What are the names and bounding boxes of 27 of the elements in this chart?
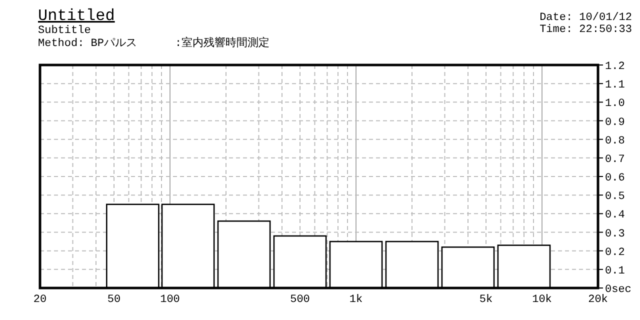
- x-tick-label: 5k: [479, 294, 494, 306]
- y-tick-label: 1.1: [605, 80, 626, 92]
- x-tick-label: 20: [33, 294, 47, 306]
- y-tick-label: 0.8: [605, 135, 625, 148]
- text: Method: BPパルス: [38, 37, 138, 50]
- text: :室内残響時間測定: [175, 36, 270, 50]
- y-tick-label: 1.0: [605, 98, 625, 110]
- text: Time: 22:50:33: [540, 24, 632, 36]
- y-tick-label: 0.1: [605, 265, 626, 278]
- y-tick-label: 0.9: [605, 116, 625, 129]
- chart-title: Untitled: [38, 7, 115, 25]
- x-tick-label: 1k: [349, 294, 364, 306]
- y-tick-label: 0sec: [605, 284, 632, 296]
- text: Date: 10/01/12: [540, 12, 632, 24]
- x-tick-label: 500: [290, 294, 310, 306]
- y-tick-label: 0.5: [605, 191, 625, 204]
- x-tick-label: 50: [107, 294, 121, 306]
- y-tick-label: 0.7: [605, 154, 625, 166]
- y-tick-label: 0.2: [605, 246, 625, 259]
- y-tick-label: 1.2: [605, 61, 625, 73]
- y-tick-label: 0.6: [605, 172, 625, 184]
- x-tick-label: 20k: [588, 294, 608, 306]
- y-tick-label: 0.3: [605, 228, 625, 240]
- x-tick-label: 100: [160, 294, 180, 306]
- chart-subtitle: Subtitle: [38, 25, 91, 37]
- x-tick-label: 10k: [532, 294, 552, 306]
- y-tick-label: 0.4: [605, 210, 626, 222]
